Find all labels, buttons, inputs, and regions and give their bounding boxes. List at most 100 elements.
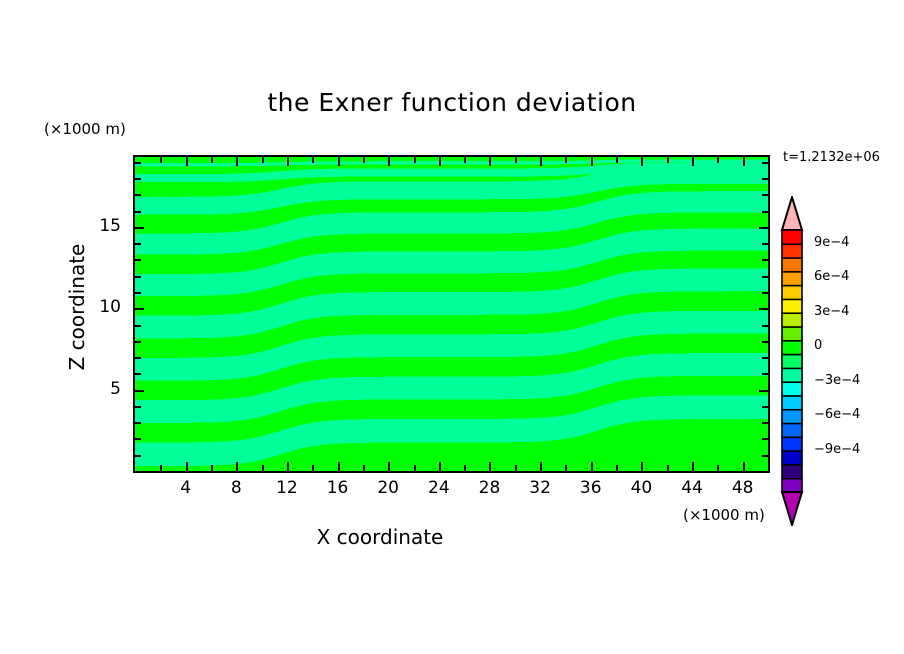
axis-tick: [135, 308, 144, 311]
axis-tick: [762, 357, 768, 360]
axis-tick: [565, 157, 568, 163]
axis-tick: [135, 243, 141, 246]
axis-tick: [438, 157, 441, 166]
axis-tick: [135, 178, 141, 181]
x-tick-label: 48: [731, 478, 754, 498]
axis-tick: [762, 243, 768, 246]
x-axis-title: X coordinate: [316, 525, 444, 549]
axis-tick: [312, 157, 315, 163]
axis-tick: [210, 157, 213, 163]
x-tick-label: 12: [276, 478, 298, 498]
axis-tick: [759, 226, 768, 229]
x-tick-label: 24: [428, 478, 450, 498]
axis-tick: [135, 373, 141, 376]
colorbar-tick-label: 0: [814, 338, 823, 354]
axis-tick: [388, 157, 391, 166]
axis-tick: [135, 438, 141, 441]
axis-tick: [768, 157, 770, 163]
axis-tick: [489, 462, 492, 471]
axis-tick: [762, 275, 768, 278]
page-title: the Exner function deviation: [267, 88, 637, 117]
axis-tick: [762, 405, 768, 408]
axis-tick: [413, 465, 416, 471]
axis-tick: [759, 308, 768, 311]
colorbar-tick-label: 6e−4: [814, 269, 850, 285]
axis-tick: [160, 157, 163, 163]
axis-tick: [616, 465, 619, 471]
axis-tick: [762, 161, 768, 164]
y-tick-label: 10: [99, 297, 121, 318]
axis-tick: [514, 157, 517, 163]
axis-tick: [489, 157, 492, 166]
colorbar-tick-label: −9e−4: [814, 441, 861, 457]
colorbar-tick-label: 3e−4: [814, 303, 850, 319]
axis-tick: [759, 389, 768, 392]
axis-tick: [135, 226, 144, 229]
axis-tick: [641, 462, 644, 471]
axis-tick: [762, 210, 768, 213]
x-tick-label: 36: [579, 478, 602, 498]
x-tick-label: 4: [180, 478, 192, 498]
axis-tick: [160, 465, 163, 471]
colorbar-swatches: [780, 196, 804, 526]
axis-tick: [540, 462, 543, 471]
x-tick-label: 8: [230, 478, 242, 498]
axis-tick: [135, 161, 141, 164]
axis-tick: [762, 259, 768, 262]
axis-tick: [742, 462, 745, 471]
axis-tick: [135, 340, 141, 343]
axis-tick: [135, 422, 141, 425]
axis-tick: [362, 157, 365, 163]
axis-tick: [261, 157, 264, 163]
axis-tick: [666, 157, 669, 163]
axis-tick: [135, 194, 141, 197]
axis-tick: [762, 194, 768, 197]
axis-tick: [286, 157, 289, 166]
axis-tick: [464, 465, 467, 471]
colorbar-tick-label: −6e−4: [814, 407, 861, 423]
timestamp-annotation: t=1.2132e+06: [783, 150, 880, 165]
y-tick-label: 5: [110, 378, 121, 399]
axis-tick: [337, 462, 340, 471]
contour-plot-area: [133, 155, 770, 473]
axis-tick: [135, 405, 141, 408]
axis-tick: [362, 465, 365, 471]
axis-tick: [762, 292, 768, 295]
axis-tick: [413, 157, 416, 163]
axis-tick: [135, 292, 141, 295]
colorbar: [778, 196, 808, 526]
y-axis-unit-label: (×1000 m): [44, 120, 126, 138]
axis-tick: [135, 259, 141, 262]
axis-tick: [286, 462, 289, 471]
axis-tick: [185, 462, 188, 471]
axis-tick: [388, 462, 391, 471]
x-tick-label: 40: [630, 478, 653, 498]
axis-tick: [236, 157, 239, 166]
axis-tick: [337, 157, 340, 166]
axis-tick: [692, 462, 695, 471]
axis-tick: [692, 157, 695, 166]
x-axis-unit-label: (×1000 m): [683, 506, 765, 524]
axis-tick: [464, 157, 467, 163]
axis-tick: [762, 373, 768, 376]
contour-field: [135, 157, 768, 471]
axis-tick: [540, 157, 543, 166]
axis-tick: [261, 465, 264, 471]
axis-tick: [762, 178, 768, 181]
axis-tick: [312, 465, 315, 471]
axis-tick: [135, 324, 141, 327]
colorbar-tick-label: −3e−4: [814, 372, 861, 388]
axis-tick: [616, 157, 619, 163]
axis-tick: [185, 157, 188, 166]
colorbar-tick-label: 9e−4: [814, 234, 850, 250]
y-tick-label: 15: [99, 215, 121, 236]
axis-tick: [768, 465, 770, 471]
axis-tick: [135, 210, 141, 213]
axis-tick: [641, 157, 644, 166]
axis-tick: [590, 462, 593, 471]
x-tick-label: 20: [377, 478, 399, 498]
axis-tick: [717, 465, 720, 471]
axis-tick: [438, 462, 441, 471]
axis-tick: [762, 324, 768, 327]
axis-tick: [135, 357, 141, 360]
